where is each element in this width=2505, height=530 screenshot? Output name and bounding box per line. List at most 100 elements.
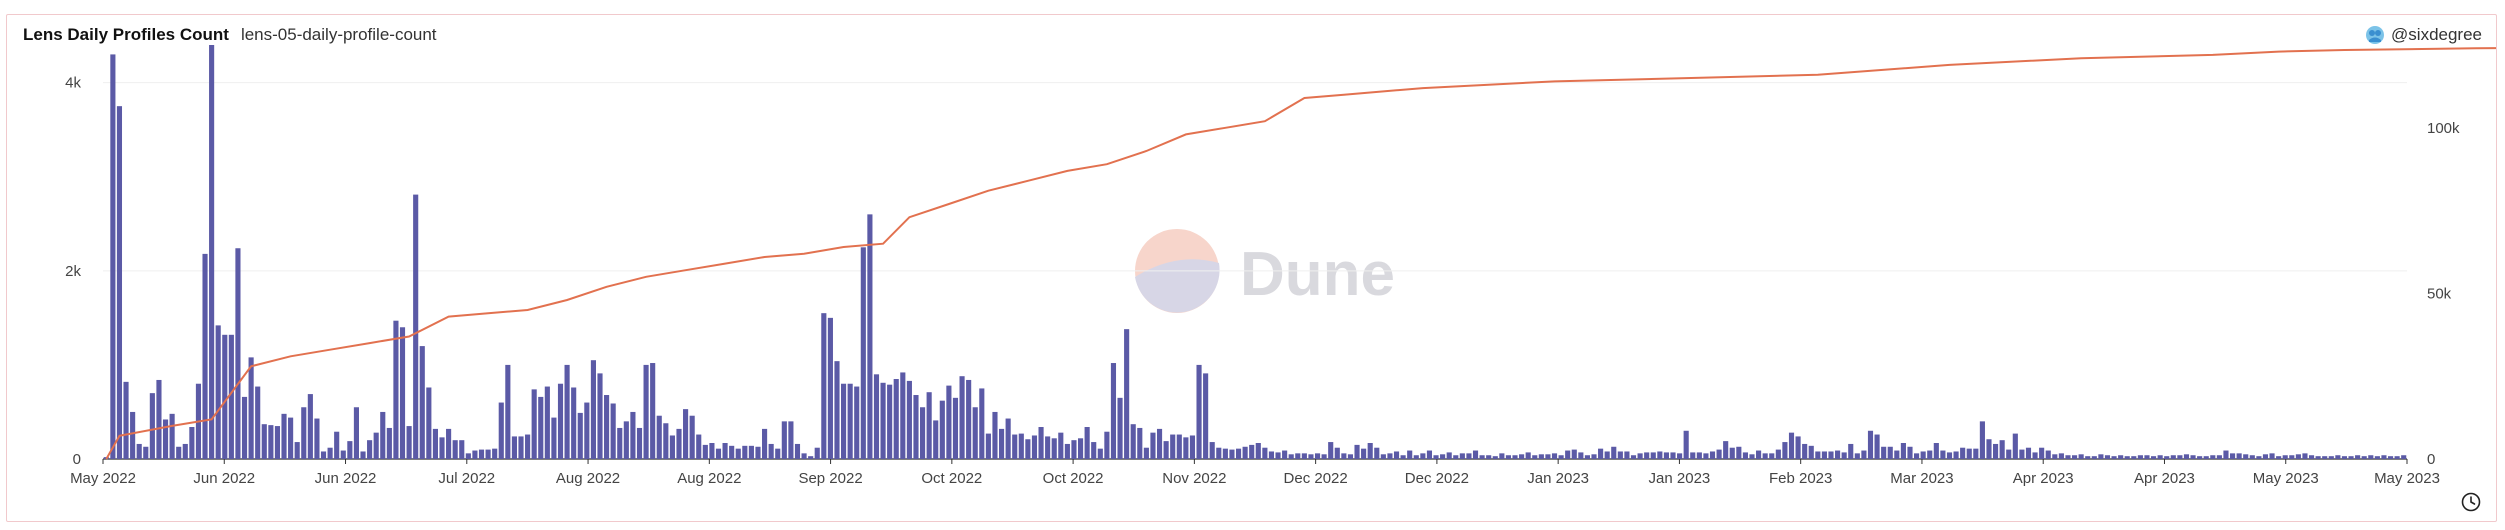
bar[interactable] — [1137, 427, 1143, 459]
bar[interactable] — [794, 443, 801, 459]
bar[interactable] — [1650, 452, 1656, 459]
bar[interactable] — [228, 334, 234, 459]
bar[interactable] — [1591, 454, 1597, 459]
bar[interactable] — [2078, 454, 2084, 459]
bar[interactable] — [2012, 433, 2018, 459]
cumulative-line[interactable] — [105, 47, 2496, 460]
bar[interactable] — [748, 445, 754, 459]
bar[interactable] — [1433, 455, 1439, 459]
bar[interactable] — [334, 431, 340, 459]
bar[interactable] — [2229, 453, 2236, 459]
bar[interactable] — [426, 387, 432, 459]
bar[interactable] — [1979, 421, 1985, 459]
bar[interactable] — [1690, 452, 1696, 459]
bar[interactable] — [1933, 443, 1939, 459]
bar[interactable] — [2216, 455, 2222, 459]
bar[interactable] — [1914, 453, 1920, 459]
bar[interactable] — [2111, 456, 2117, 459]
bar[interactable] — [1183, 437, 1189, 459]
bar[interactable] — [1387, 453, 1393, 459]
bar[interactable] — [656, 415, 662, 459]
bar[interactable] — [1117, 397, 1123, 459]
bar[interactable] — [1532, 455, 1538, 459]
bar[interactable] — [998, 428, 1005, 459]
bar[interactable] — [1130, 424, 1136, 459]
bar[interactable] — [1347, 454, 1354, 459]
bar[interactable] — [1150, 432, 1156, 459]
bar[interactable] — [2269, 453, 2275, 459]
bar[interactable] — [248, 357, 254, 459]
bar[interactable] — [347, 441, 353, 459]
bar[interactable] — [2394, 456, 2400, 459]
bar[interactable] — [1124, 329, 1130, 459]
bar[interactable] — [2025, 447, 2032, 459]
bar[interactable] — [531, 389, 537, 459]
bar[interactable] — [143, 446, 149, 459]
bar[interactable] — [373, 432, 379, 459]
bar[interactable] — [933, 420, 939, 459]
bar[interactable] — [1630, 455, 1637, 459]
bar[interactable] — [1545, 454, 1551, 459]
bar[interactable] — [2052, 454, 2058, 459]
bar[interactable] — [1499, 453, 1505, 459]
bar[interactable] — [2210, 455, 2216, 459]
bar[interactable] — [1288, 454, 1294, 459]
bar[interactable] — [2282, 455, 2288, 459]
bar[interactable] — [1209, 442, 1215, 459]
bar[interactable] — [1459, 453, 1465, 459]
bar[interactable] — [1025, 439, 1031, 459]
bar[interactable] — [1598, 448, 1604, 459]
bar[interactable] — [2144, 455, 2150, 459]
bar[interactable] — [604, 395, 610, 459]
bar[interactable] — [1756, 450, 1762, 459]
bar[interactable] — [1946, 452, 1953, 459]
bar[interactable] — [597, 373, 603, 459]
bar[interactable] — [2137, 455, 2143, 459]
bar[interactable] — [1354, 444, 1360, 459]
bar[interactable] — [1018, 433, 1024, 459]
bar[interactable] — [189, 427, 195, 459]
bar[interactable] — [1084, 427, 1090, 459]
bar[interactable] — [2104, 455, 2111, 459]
bar[interactable] — [2072, 455, 2078, 459]
bar[interactable] — [1960, 447, 1966, 459]
bar[interactable] — [492, 448, 498, 459]
bar[interactable] — [1045, 436, 1051, 459]
bar[interactable] — [1196, 364, 1202, 459]
bar[interactable] — [1538, 454, 1544, 459]
bar[interactable] — [1229, 449, 1235, 459]
bar[interactable] — [149, 393, 155, 459]
bar[interactable] — [1176, 434, 1182, 459]
bar[interactable] — [288, 417, 294, 459]
query-name[interactable]: lens-05-daily-profile-count — [240, 25, 437, 44]
bar[interactable] — [393, 320, 399, 459]
bar[interactable] — [1413, 455, 1419, 459]
bar[interactable] — [1486, 455, 1492, 459]
bar[interactable] — [2065, 455, 2071, 459]
bar[interactable] — [1617, 451, 1623, 459]
bar[interactable] — [571, 387, 577, 459]
bar[interactable] — [2289, 455, 2295, 459]
bar[interactable] — [498, 402, 504, 459]
bar[interactable] — [465, 453, 471, 459]
bar[interactable] — [1749, 454, 1755, 459]
bar[interactable] — [1709, 451, 1716, 459]
bar[interactable] — [511, 436, 517, 459]
bar[interactable] — [2374, 456, 2380, 459]
bar[interactable] — [834, 361, 840, 459]
bar[interactable] — [1736, 446, 1742, 459]
bar[interactable] — [1367, 443, 1373, 459]
bar[interactable] — [663, 423, 669, 459]
bar[interactable] — [1940, 450, 1946, 459]
bar[interactable] — [2262, 454, 2269, 459]
bar[interactable] — [1492, 456, 1498, 459]
bar[interactable] — [900, 372, 906, 459]
bar[interactable] — [1993, 443, 1999, 459]
bar[interactable] — [1703, 453, 1709, 459]
bar[interactable] — [1644, 452, 1650, 459]
bar[interactable] — [1828, 451, 1834, 459]
bar[interactable] — [2236, 453, 2242, 459]
bar[interactable] — [1031, 435, 1038, 459]
bar[interactable] — [1584, 455, 1590, 459]
bar[interactable] — [1282, 450, 1288, 459]
